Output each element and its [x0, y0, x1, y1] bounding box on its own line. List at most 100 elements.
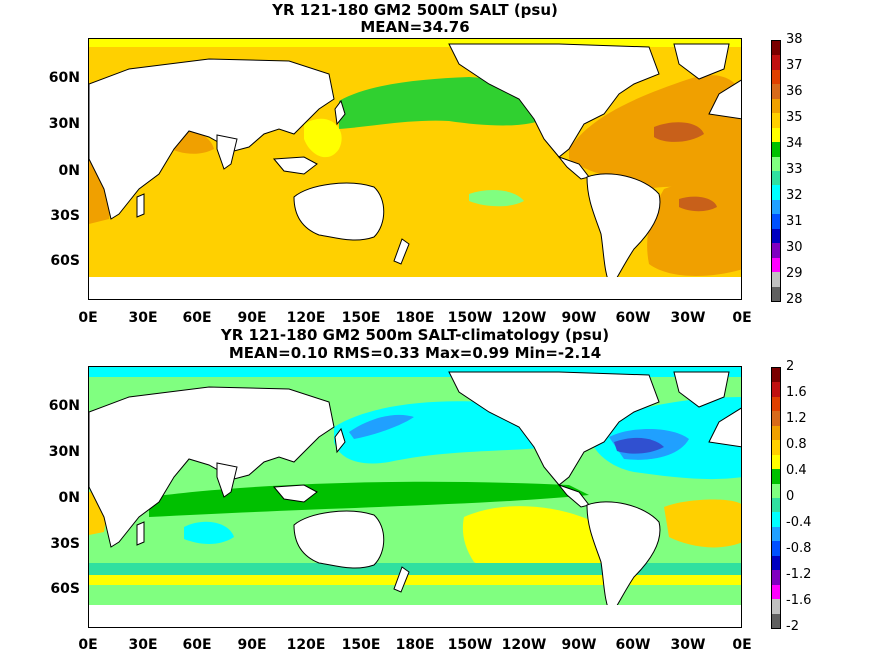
colorbar-segment — [772, 127, 780, 143]
colorbar-tick-label: -1.6 — [786, 593, 812, 608]
colorbar-tick-label: 34 — [786, 136, 803, 151]
colorbar-segment — [772, 613, 780, 629]
panel2-anomaly-map — [89, 367, 741, 627]
colorbar-tick-label: 1.6 — [786, 385, 807, 400]
p2-lon-180e: 180E — [395, 637, 435, 653]
colorbar-segment — [772, 185, 780, 201]
land-africa-eurasia — [89, 58, 335, 220]
land-madagascar — [136, 193, 145, 218]
p1-lon-60e: 60E — [182, 310, 212, 326]
panel1-salinity-map — [89, 39, 741, 299]
p1-lon-150w: 150W — [447, 310, 493, 326]
colorbar-segment — [772, 98, 780, 114]
colorbar-segment — [772, 411, 780, 427]
p2-lon-30w: 30W — [670, 637, 706, 653]
arctic-fresh-band — [89, 39, 741, 47]
colorbar-segment — [772, 286, 780, 302]
p2-lon-90w: 90W — [561, 637, 597, 653]
p2-lon-120e: 120E — [286, 637, 326, 653]
land-india — [216, 134, 238, 170]
colorbar-segment — [772, 483, 780, 499]
colorbar-segment — [772, 156, 780, 172]
colorbar-segment — [772, 243, 780, 259]
land2-india — [216, 462, 238, 498]
south-atlantic-salty — [647, 181, 741, 276]
colorbar-tick-label: 0 — [786, 489, 795, 504]
land2-new-zealand — [393, 566, 410, 593]
southern-band-teal — [89, 563, 741, 575]
colorbar-tick-label: 38 — [786, 32, 803, 47]
antarctica-ice-2 — [89, 605, 741, 627]
p1-lon-180e: 180E — [395, 310, 435, 326]
colorbar-segment — [772, 142, 780, 158]
p2-lat-label-60s: 60S — [50, 581, 80, 597]
south-atlantic-positive — [664, 499, 741, 548]
p2-lon-120w: 120W — [501, 637, 547, 653]
colorbar-segment — [772, 41, 780, 56]
land2-europe-right — [708, 407, 741, 448]
p2-lat-label-0n: 0N — [58, 490, 80, 506]
p1-lat-label-60s: 60S — [50, 253, 80, 269]
colorbar-segment — [772, 55, 780, 71]
panel1-title-line1: YR 121-180 GM2 500m SALT (psu) — [272, 1, 558, 19]
p1-lon-120w: 120W — [501, 310, 547, 326]
p1-lon-30w: 30W — [670, 310, 706, 326]
colorbar-segment — [772, 440, 780, 456]
colorbar-segment — [772, 171, 780, 186]
p2-lon-60w: 60W — [615, 637, 651, 653]
p2-lon-0e: 0E — [78, 637, 98, 653]
colorbar-tick-label: 0.8 — [786, 437, 807, 452]
colorbar-segment — [772, 228, 780, 244]
land-japan — [334, 99, 346, 126]
p1-lon-0e: 0E — [78, 310, 98, 326]
land-north-america — [448, 43, 660, 158]
colorbar-segment — [772, 425, 780, 441]
north-pacific-fresh — [339, 77, 549, 129]
colorbar-segment — [772, 257, 780, 273]
colorbar-segment — [772, 69, 780, 85]
colorbar-tick-label: 28 — [786, 292, 803, 307]
southern-band-yellow — [89, 575, 741, 585]
antarctica-ice — [89, 277, 741, 299]
land-new-zealand — [393, 238, 410, 265]
land2-indonesia — [272, 484, 318, 503]
colorbar-segment — [772, 214, 780, 230]
colorbar-tick-label: -0.8 — [786, 541, 812, 556]
p1-lat-label-30s: 30S — [50, 208, 80, 224]
land-australia — [293, 182, 385, 241]
p1-lon-90e: 90E — [237, 310, 267, 326]
p1-lon-150e: 150E — [341, 310, 381, 326]
land-indonesia — [272, 156, 318, 175]
land2-north-america — [448, 371, 660, 486]
colorbar-segment — [772, 84, 780, 100]
colorbar-tick-label: 37 — [786, 58, 803, 73]
colorbar-tick-label: -1.2 — [786, 567, 812, 582]
p2-lon-60e: 60E — [182, 637, 212, 653]
atlantic-max-south — [679, 196, 717, 212]
land-central-america — [557, 155, 590, 180]
p1-lon-90w: 90W — [561, 310, 597, 326]
colorbar-tick-label: -2 — [786, 619, 799, 634]
land2-south-america — [586, 501, 661, 616]
colorbar-segment — [772, 584, 780, 600]
colorbar-tick-label: 32 — [786, 188, 803, 203]
colorbar-segment — [772, 382, 780, 398]
p1-lat-label-30n: 30N — [48, 116, 80, 132]
indian-ocean-negative — [184, 521, 234, 544]
colorbar-tick-label: 2 — [786, 359, 795, 374]
p2-lon-150w: 150W — [447, 637, 493, 653]
land2-greenland — [673, 371, 730, 408]
land2-australia — [293, 510, 385, 569]
atlantic-max-north — [654, 122, 704, 142]
kuroshio-blue — [349, 414, 414, 439]
p1-lat-label-60n: 60N — [48, 70, 80, 86]
p2-lon-30e: 30E — [128, 637, 158, 653]
p1-lon-0e-end: 0E — [732, 310, 752, 326]
p1-lon-120e: 120E — [286, 310, 326, 326]
colorbar-segment — [772, 272, 780, 288]
tropical-green-band — [149, 481, 589, 517]
indo-pacific-fresh — [304, 118, 342, 158]
colorbar-segment — [772, 541, 780, 557]
colorbar-tick-label: 31 — [786, 214, 803, 229]
panel2-title-line2: MEAN=0.10 RMS=0.33 Max=0.99 Min=-2.14 — [228, 344, 602, 362]
